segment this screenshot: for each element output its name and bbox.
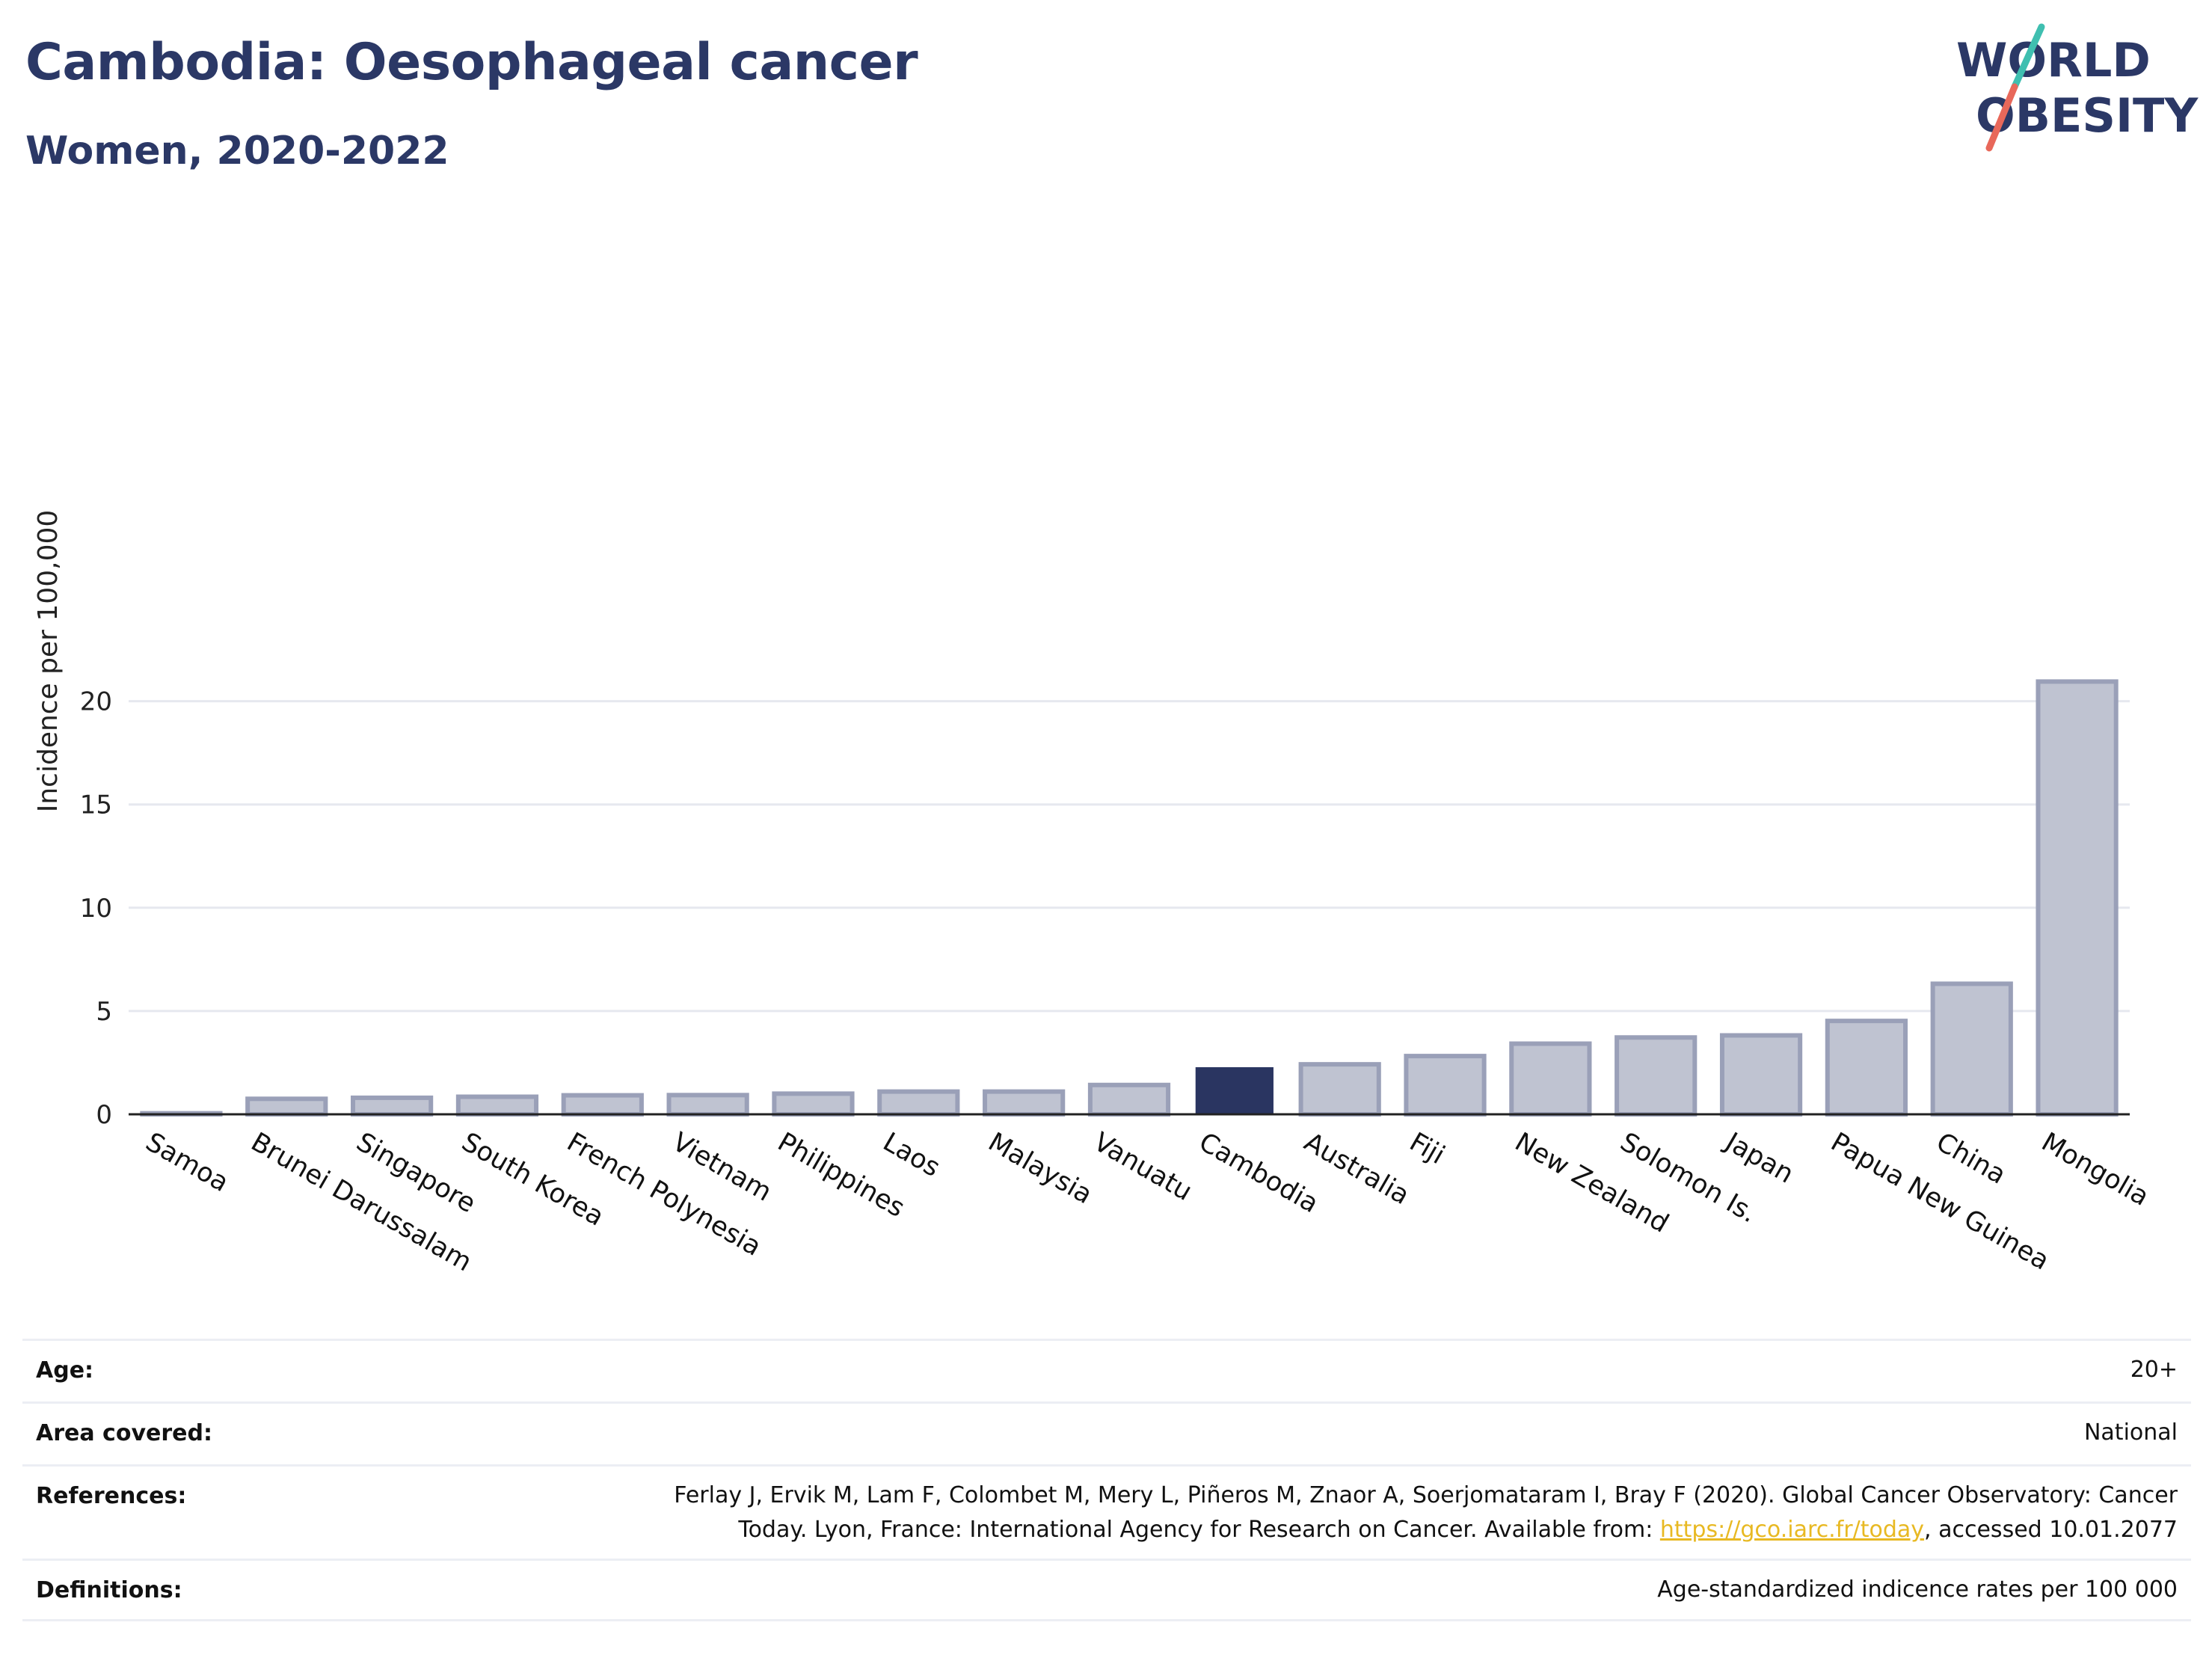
info-label-definitions: Definitions: <box>36 1577 182 1603</box>
grid-lines <box>129 700 2130 1013</box>
info-value-references: Ferlay J, Ervik M, Lam F, Colombet M, Me… <box>674 1479 2178 1547</box>
chart-title: Cambodia: Oesophageal cancer <box>25 33 918 92</box>
bar <box>1298 1062 1381 1117</box>
bar <box>2036 679 2119 1117</box>
bar <box>1404 1054 1487 1117</box>
info-row-references: References: Ferlay J, Ervik M, Lam F, Co… <box>22 1464 2191 1559</box>
x-tick-label: Fiji <box>1404 1127 1450 1170</box>
y-tick-label: 10 <box>80 894 112 924</box>
world-obesity-logo: WORLD OBESITY <box>1956 23 2199 152</box>
x-tick-label: Japan <box>1719 1126 1798 1189</box>
bar <box>877 1089 960 1117</box>
x-tick-label: French Polynesia <box>562 1127 766 1262</box>
info-value-definitions: Age-standardized indicence rates per 100… <box>1657 1576 2178 1603</box>
info-row-definitions: Definitions: Age-standardized indicence … <box>22 1559 2191 1621</box>
bar <box>1930 981 2013 1117</box>
bar <box>1509 1041 1592 1117</box>
chart-subtitle: Women, 2020-2022 <box>25 129 449 174</box>
logo-line1: WORLD <box>1956 33 2151 87</box>
references-line2: Today. Lyon, France: International Agenc… <box>674 1513 2178 1547</box>
info-value-age: 20+ <box>2130 1357 2178 1383</box>
y-tick-label: 5 <box>96 997 112 1027</box>
logo-slash-bottom <box>1985 83 2018 152</box>
info-table: Age: 20+ Area covered: National Referenc… <box>22 1339 2191 1621</box>
references-link[interactable]: https://gco.iarc.fr/today <box>1659 1517 1925 1543</box>
logo-slash-top <box>2011 23 2045 90</box>
info-label-age: Age: <box>36 1357 94 1384</box>
bar <box>983 1089 1066 1117</box>
bar <box>666 1093 749 1117</box>
bar <box>350 1095 434 1117</box>
bar <box>1719 1033 1803 1117</box>
x-tick-label: China <box>1931 1127 2011 1191</box>
references-line1: Ferlay J, Ervik M, Lam F, Colombet M, Me… <box>674 1482 2178 1508</box>
bars <box>140 679 2119 1117</box>
x-tick-label: Malaysia <box>983 1127 1097 1210</box>
x-tick-label: Mongolia <box>2036 1127 2154 1212</box>
y-axis-label: Incidence per 100,000 <box>33 510 64 813</box>
y-tick-labels: 0 5 10 15 20 <box>80 687 112 1130</box>
bar <box>245 1096 328 1117</box>
bar <box>1195 1067 1274 1114</box>
y-tick-label: 15 <box>80 790 112 820</box>
bar <box>1087 1082 1171 1117</box>
bar <box>1615 1035 1698 1117</box>
info-value-area: National <box>2083 1419 2178 1446</box>
y-tick-label: 0 <box>96 1100 112 1130</box>
x-tick-label: Laos <box>878 1127 945 1183</box>
bar <box>1825 1019 1908 1117</box>
references-line2-pre: Today. Lyon, France: International Agenc… <box>738 1517 1660 1543</box>
info-label-references: References: <box>36 1483 187 1509</box>
x-tick-label: Samoa <box>141 1127 233 1198</box>
bar-chart: 0 5 10 15 20 Samoa Brunei DarussalamSingapore… <box>33 510 2154 1278</box>
bar <box>455 1094 539 1117</box>
info-row-age: Age: 20+ <box>22 1339 2191 1401</box>
y-tick-label: 20 <box>80 687 112 717</box>
bar <box>772 1091 855 1117</box>
bar <box>561 1093 644 1117</box>
info-row-area: Area covered: National <box>22 1401 2191 1464</box>
x-tick-label: Cambodia <box>1193 1127 1323 1219</box>
x-tick-label: Vanuatu <box>1089 1127 1197 1207</box>
info-label-area: Area covered: <box>36 1420 212 1446</box>
references-line2-post: , accessed 10.01.2077 <box>1924 1517 2178 1543</box>
